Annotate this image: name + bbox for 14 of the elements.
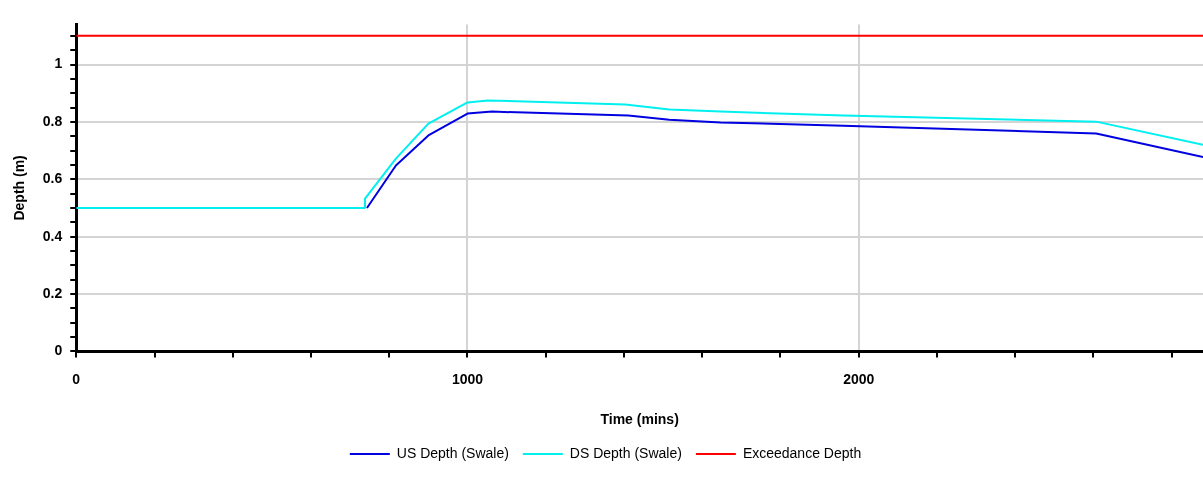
legend-label: Exceedance Depth: [742, 444, 862, 461]
x-tick-label: 0: [72, 370, 81, 387]
y-tick-label: 0.8: [42, 112, 63, 129]
x-tick-label: 1000: [451, 370, 484, 387]
x-tick-label: 2000: [843, 370, 875, 387]
y-tick-label: 1: [54, 55, 63, 72]
y-tick-label: 0.2: [42, 284, 63, 301]
y-tick-label: 0.6: [42, 170, 63, 187]
y-axis-title: Depth (m): [11, 155, 28, 221]
legend-label: US Depth (Swale): [396, 444, 509, 461]
legend-label: DS Depth (Swale): [569, 444, 682, 461]
x-axis-title: Time (mins): [600, 411, 679, 428]
y-tick-label: 0: [54, 342, 63, 359]
y-tick-label: 0.4: [42, 227, 63, 244]
